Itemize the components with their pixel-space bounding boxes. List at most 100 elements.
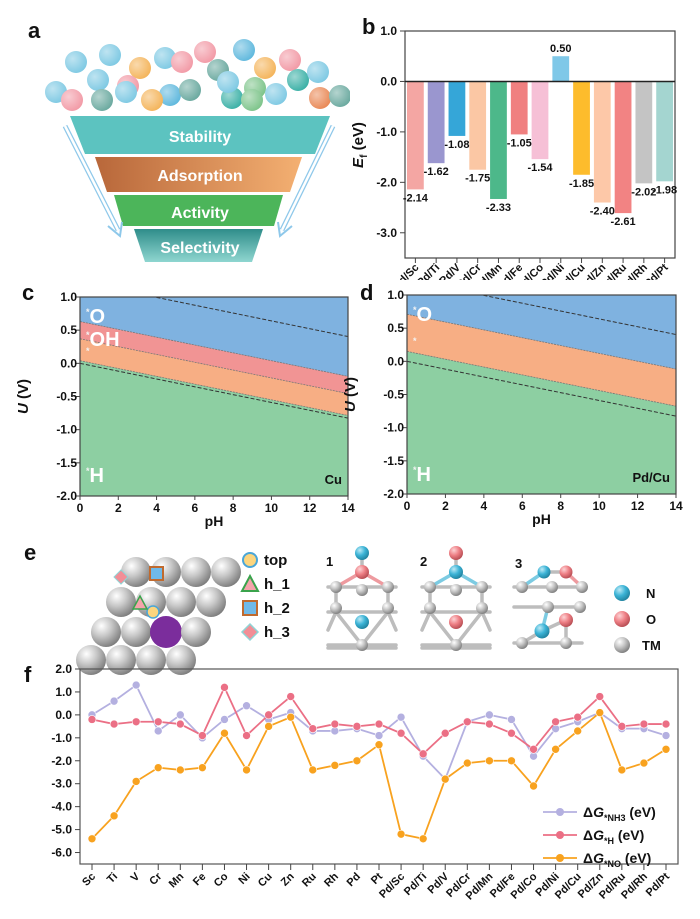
site-legend: top h_1 h_2 h_3 — [240, 548, 290, 644]
bond — [360, 570, 390, 589]
data-point — [330, 719, 340, 729]
data-point — [485, 756, 494, 766]
y-tick-label: -6.0 — [51, 846, 72, 860]
y-tick-label: -5.0 — [51, 823, 72, 837]
ball-highlight — [254, 57, 276, 79]
y-tick-label: -4.0 — [51, 800, 72, 814]
x-tick-label: 14 — [341, 501, 355, 515]
config-label-1: 1 — [326, 554, 334, 569]
oxygen-atom — [449, 546, 463, 560]
data-point — [352, 724, 362, 733]
nitrogen-atom-icon — [614, 585, 630, 601]
water-stability-line — [80, 362, 348, 419]
oxygen-atom — [449, 615, 463, 629]
x-tick-label: Pd/Mn — [473, 261, 505, 280]
oxygen-atom — [559, 565, 573, 579]
data-point — [639, 719, 649, 729]
ball-highlight — [194, 41, 216, 63]
y-tick-label: 1.0 — [380, 24, 397, 38]
x-tick-label: 2 — [115, 501, 122, 515]
ball-highlight — [309, 87, 331, 109]
data-point — [264, 722, 273, 731]
bar-Pd/Ni — [552, 56, 570, 82]
water-stability-line — [407, 360, 676, 417]
transition-metal-atom-icon — [614, 637, 630, 653]
bar-Pd/V — [448, 81, 466, 136]
data-point — [595, 692, 605, 701]
funnel-label-stability: Stability — [169, 129, 231, 146]
data-point — [440, 728, 450, 738]
tm-atom — [136, 587, 166, 617]
bar-Pd/Fe — [510, 81, 528, 135]
h3-site-diamond-icon — [240, 622, 260, 642]
data-point — [418, 749, 428, 759]
data-point — [617, 722, 627, 731]
tm-atom — [330, 581, 342, 593]
legend-label: ΔG*H (eV) — [583, 827, 644, 846]
bar-value-label: -2.33 — [486, 202, 511, 214]
data-point — [352, 756, 362, 766]
phase-boundary — [80, 338, 348, 394]
y-tick-label: -1.0 — [376, 125, 397, 139]
phase-boundary — [80, 360, 348, 416]
data-point — [595, 708, 605, 717]
panel-letter-e: e — [24, 540, 37, 565]
data-point — [242, 701, 251, 711]
data-point — [220, 683, 229, 692]
y-tick-label: -2.0 — [383, 487, 404, 501]
x-tick-label: 0 — [404, 499, 411, 513]
tm-atom — [560, 637, 572, 649]
x-tick-label: Pd/Cr — [444, 870, 474, 900]
x-tick-label: Fe — [191, 871, 209, 889]
bond — [360, 610, 390, 647]
data-point — [661, 731, 671, 740]
atom-legend-label: N — [646, 585, 656, 601]
c-region-* — [80, 338, 348, 496]
tm-atom — [121, 617, 151, 647]
x-tick-label: Pd — [345, 871, 363, 889]
site-legend-label: h_3 — [264, 623, 290, 641]
y-tick-label: 0.5 — [60, 323, 77, 337]
c-material-label: Cu — [325, 472, 342, 487]
x-tick-label: 12 — [631, 499, 645, 513]
data-point — [463, 717, 472, 727]
panel-letter-d: d — [360, 280, 374, 305]
data-point — [109, 719, 119, 729]
x-tick-label: Pd/Ru — [598, 262, 629, 280]
y-tick-label: -1.5 — [56, 456, 77, 470]
ball-highlight — [287, 69, 309, 91]
data-point — [573, 726, 582, 736]
tm-atom — [196, 587, 226, 617]
tm-atom — [166, 645, 196, 675]
tm-atom — [181, 617, 211, 647]
tm-atom — [382, 581, 394, 593]
funnel-label-adsorption: Adsorption — [157, 168, 242, 185]
data-point — [463, 717, 472, 727]
x-tick-label: V — [129, 870, 143, 884]
data-point — [198, 731, 207, 740]
data-point — [131, 777, 141, 786]
site-legend-top: top — [240, 548, 290, 572]
bar-value-label: -1.08 — [444, 139, 469, 151]
ball-highlight — [265, 83, 287, 105]
y-tick-label: 2.0 — [55, 662, 72, 676]
x-tick-label: Ni — [236, 871, 252, 887]
bar-value-label: -2.40 — [590, 206, 615, 218]
atom-legend-label: TM — [642, 637, 661, 653]
data-point — [109, 696, 119, 706]
f-plot-frame — [79, 668, 679, 865]
data-point — [264, 710, 273, 720]
panel-letter-f: f — [24, 662, 32, 687]
site-legend-label: h_2 — [264, 599, 290, 617]
bar-value-label: 0.50 — [550, 43, 571, 55]
x-tick-label: 0 — [77, 501, 84, 515]
funnel-stage-adsorption — [95, 157, 302, 192]
data-point — [440, 774, 450, 784]
ball-highlight — [217, 71, 239, 93]
bar-Pd/Ru — [614, 81, 632, 214]
data-point — [595, 708, 605, 717]
ball-highlight — [61, 89, 83, 111]
x-tick-label: Mn — [167, 870, 187, 890]
x-tick-label: Pd/Fe — [488, 871, 518, 901]
top-site-circle-icon — [242, 552, 258, 568]
